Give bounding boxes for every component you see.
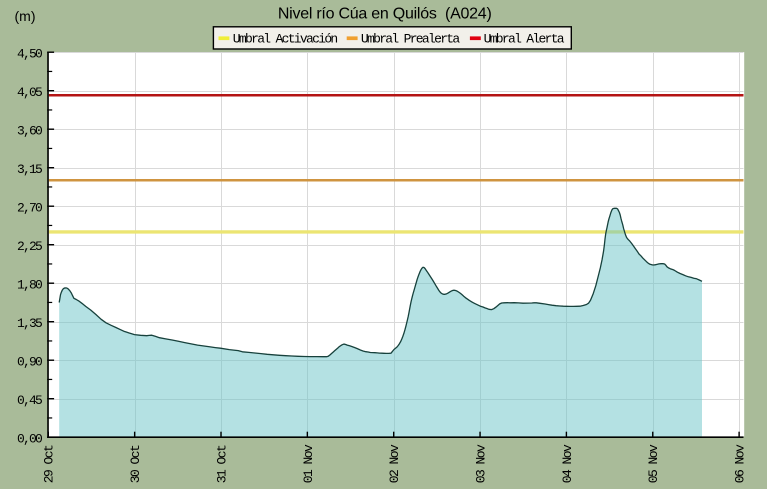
svg-text:29 Oct: 29 Oct <box>42 445 57 483</box>
svg-text:1,80: 1,80 <box>17 277 42 292</box>
svg-text:1,35: 1,35 <box>17 316 42 331</box>
svg-text:02 Nov: 02 Nov <box>387 444 402 483</box>
svg-text:04 Nov: 04 Nov <box>560 444 575 483</box>
svg-text:31 Oct: 31 Oct <box>214 445 229 483</box>
svg-text:2,25: 2,25 <box>17 239 42 254</box>
svg-text:06 Nov: 06 Nov <box>733 444 748 483</box>
svg-text:(m): (m) <box>15 8 36 24</box>
svg-text:4,05: 4,05 <box>17 85 42 100</box>
svg-text:Umbral Activación: Umbral Activación <box>233 32 338 47</box>
svg-text:0,00: 0,00 <box>17 431 42 446</box>
svg-text:Umbral Alerta: Umbral Alerta <box>484 32 565 47</box>
svg-text:Umbral Prealerta: Umbral Prealerta <box>361 32 461 47</box>
svg-text:Nivel río Cúa en Quilós (A024: Nivel río Cúa en Quilós (A024) <box>278 5 492 22</box>
svg-text:03 Nov: 03 Nov <box>473 444 488 483</box>
svg-text:3,60: 3,60 <box>17 123 42 138</box>
svg-text:30 Oct: 30 Oct <box>128 445 143 483</box>
svg-text:0,45: 0,45 <box>17 393 42 408</box>
svg-text:05 Nov: 05 Nov <box>646 444 661 483</box>
svg-text:01 Nov: 01 Nov <box>301 444 316 483</box>
svg-text:0,90: 0,90 <box>17 354 42 369</box>
svg-text:2,70: 2,70 <box>17 200 42 215</box>
svg-text:3,15: 3,15 <box>17 162 42 177</box>
svg-text:4,50: 4,50 <box>17 46 42 61</box>
